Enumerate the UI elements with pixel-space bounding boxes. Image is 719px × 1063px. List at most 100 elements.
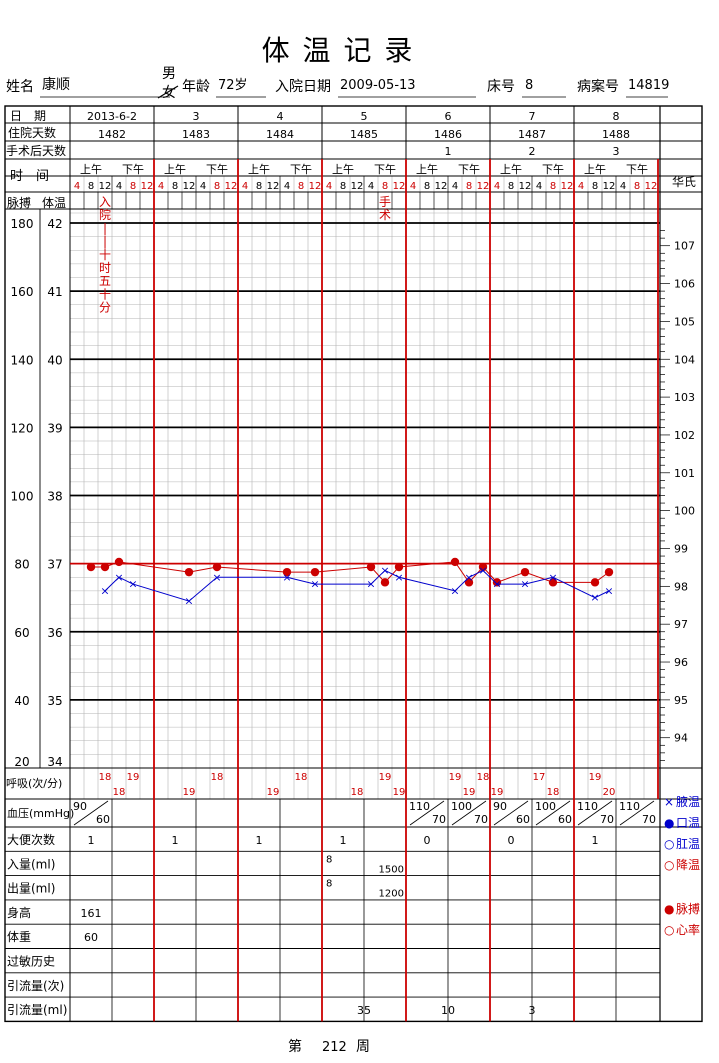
sex-female-mark — [157, 85, 179, 99]
hour-4: 8 — [130, 181, 136, 192]
pulse-point — [548, 578, 558, 587]
pulse-point — [86, 562, 96, 572]
hour-16: 8 — [298, 181, 304, 192]
hour-21: 4 — [368, 181, 374, 192]
fahrenheit-tick-107: 107 — [674, 240, 695, 253]
patient-name: 康顺 — [42, 76, 70, 93]
axillary-point: × — [282, 571, 291, 584]
pulse-point — [590, 578, 600, 587]
day-am-6: 上午 — [584, 163, 606, 176]
fahrenheit-label: 华氏 — [672, 175, 696, 189]
legend-symbol-5: ○ — [664, 923, 674, 937]
axillary-point: × — [464, 571, 473, 584]
resp-value-3: 18 — [113, 787, 126, 798]
pulse-point — [604, 567, 614, 577]
day-am-4: 上午 — [416, 163, 438, 176]
sex-female: 女 — [162, 84, 176, 101]
fahrenheit-tick-105: 105 — [674, 315, 695, 328]
bp-sys-13: 110 — [619, 800, 640, 813]
pulse-point — [520, 567, 530, 577]
pulse-point — [100, 562, 110, 572]
sex-male: 男 — [162, 66, 176, 82]
stool-0: 1 — [88, 834, 95, 847]
hour-37: 8 — [592, 181, 598, 192]
hour-33: 4 — [536, 181, 542, 192]
bp-dia-11: 60 — [558, 813, 572, 826]
day-pm-4: 下午 — [458, 163, 480, 176]
axillary-point: × — [212, 571, 221, 584]
resp-value-27: 19 — [449, 772, 462, 783]
pulse-tick-180: 180 — [11, 217, 34, 231]
annotation-0-8: 分 — [99, 301, 111, 315]
hour-38: 12 — [603, 181, 616, 192]
height-label: 身高 — [7, 905, 31, 920]
day-postop-4: 1 — [445, 145, 452, 158]
stool-4: 0 — [424, 834, 431, 847]
axillary-point: × — [114, 571, 123, 584]
axillary-point: × — [128, 578, 137, 591]
axillary-point: × — [450, 584, 459, 597]
annotation-0-1: 院 — [99, 208, 111, 222]
post-op-label: 手术后天数 — [6, 143, 66, 158]
annotation-0-5: 时 — [99, 261, 111, 275]
bp-dia-0: 60 — [96, 813, 110, 826]
pulse-tick-160: 160 — [11, 285, 34, 299]
day-hosp-1: 1483 — [182, 128, 210, 141]
annotation-0-4: 十 — [99, 248, 111, 262]
resp-label: 呼吸(次/分) — [6, 776, 62, 790]
annotation-0-0: 入 — [99, 195, 111, 209]
hour-0: 4 — [74, 181, 80, 192]
resp-value-8: 19 — [183, 787, 196, 798]
intake-bottom: 1500 — [379, 864, 404, 875]
axillary-point: × — [310, 578, 319, 591]
bp-sys-0: 90 — [73, 800, 87, 813]
bp-dia-12: 70 — [600, 813, 614, 826]
pulse-line — [91, 561, 610, 584]
hour-20: 12 — [351, 181, 364, 192]
legend-symbol-4: ● — [664, 902, 674, 916]
footer-week: 212 — [322, 1040, 347, 1055]
day-pm-1: 下午 — [206, 163, 228, 176]
drain-ml-label: 引流量(ml) — [7, 1003, 67, 1017]
legend-label-1: 口温 — [676, 816, 700, 830]
admit-label: 入院日期 — [275, 79, 331, 95]
axillary-point: × — [366, 578, 375, 591]
resp-value-4: 19 — [127, 772, 140, 783]
fahrenheit-tick-104: 104 — [674, 353, 695, 366]
bp-dia-8: 70 — [432, 813, 446, 826]
patient-age: 72岁 — [218, 78, 248, 93]
name-label: 姓名 — [6, 79, 34, 95]
fahrenheit-tick-97: 97 — [674, 618, 688, 631]
page-title: 体 温 记 录 — [262, 34, 415, 67]
hour-1: 8 — [88, 181, 94, 192]
temp-tick-37: 37 — [47, 558, 62, 572]
pulse-point — [478, 562, 488, 572]
temp-tick-40: 40 — [47, 353, 62, 367]
legend-symbol-0: × — [664, 795, 674, 809]
pulse-point — [114, 557, 124, 567]
hour-26: 12 — [435, 181, 448, 192]
time-label: 时 间 — [10, 169, 49, 184]
pulse-tick-120: 120 — [11, 421, 34, 435]
bed-number: 8 — [525, 78, 533, 93]
age-label: 年龄 — [182, 79, 210, 95]
legend-label-5: 心率 — [676, 922, 700, 937]
day-am-3: 上午 — [332, 163, 354, 176]
stool-3: 1 — [340, 834, 347, 847]
pulse-tick-80: 80 — [14, 558, 29, 572]
pulse-point — [310, 567, 320, 577]
legend-symbol-1: ● — [664, 816, 674, 830]
resp-value-16: 18 — [295, 772, 308, 783]
axillary-temp-line — [104, 569, 610, 602]
axillary-point: × — [394, 571, 403, 584]
temp-label: 体温 — [42, 196, 66, 210]
fahrenheit-tick-101: 101 — [674, 467, 695, 480]
bp-label: 血压(mmHg) — [7, 806, 74, 820]
hour-14: 12 — [267, 181, 280, 192]
hour-15: 4 — [284, 181, 290, 192]
annotation-0-2: | — [103, 221, 107, 235]
resp-value-33: 17 — [533, 772, 546, 783]
axillary-point: × — [604, 584, 613, 597]
day-am-2: 上午 — [248, 163, 270, 176]
